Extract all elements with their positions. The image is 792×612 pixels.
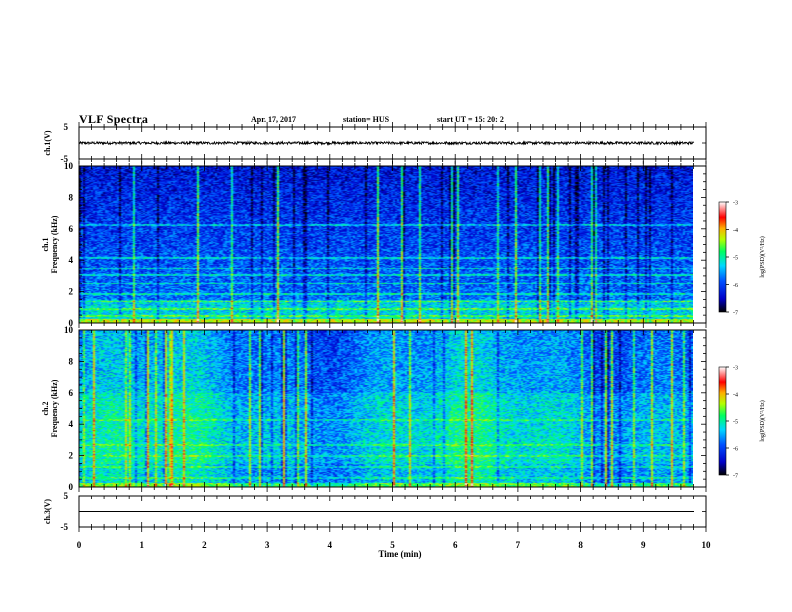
ch1-colorbar-tick-label: -4 [733,228,738,234]
ch1-colorbar-tick-label: -3 [733,201,738,207]
ch1-spec-y-tick-label: 6 [69,224,74,234]
x-tick-label: 5 [390,540,395,550]
x-tick-label: 10 [702,540,712,550]
ch1-spectrogram-image [79,166,693,323]
ch2-colorbar-tick-label: -3 [733,366,738,372]
ch1-spec-channel-label: ch.1 [41,238,50,252]
ch2-colorbar-tick-label: -4 [733,393,738,399]
ch2-colorbar-tick-label: -5 [733,420,738,426]
ch2-spec-y-tick-label: 8 [69,356,74,366]
ch2-spec-y-tick-label: 10 [64,325,74,335]
ch3-wave-y-tick-label: -5 [61,522,69,532]
ch2-spec-y-tick-label: 6 [69,388,74,398]
figure-title: VLF Spectra [79,112,149,126]
ch1-spec-y-axis-label: Frequency (kHz) [50,215,59,273]
station-label: station= HUS [343,115,390,124]
ch2-spec-y-tick-label: 2 [69,451,74,461]
ch1-spec-y-tick-label: 0 [69,318,74,328]
ch1-wave-y-tick-label: -5 [61,154,69,164]
axis-ticks [78,122,729,532]
x-tick-label: 9 [641,540,646,550]
ch1-colorbar-label: log(PSD)(V²/Hz) [759,236,766,277]
x-tick-label: 6 [453,540,458,550]
ch2-colorbar-tick-label: -7 [733,474,738,480]
ch1-colorbar-tick-label: -7 [733,311,738,317]
ch2-spectrogram-image [79,330,693,487]
ch2-spec-channel-label: ch.2 [41,402,50,416]
ch2-colorbar-tick-label: -6 [733,447,738,453]
x-tick-label: 2 [202,540,207,550]
ch1-spec-y-tick-label: 2 [69,287,74,297]
ch1-wave-y-axis-label: ch.1(V) [43,130,52,155]
ch2-spec-y-tick-label: 0 [69,482,74,492]
x-tick-label: 1 [139,540,144,550]
ch2-colorbar [718,366,727,476]
date-label: Apr. 17, 2017 [251,115,297,124]
x-tick-label: 7 [516,540,521,550]
ch1-colorbar-tick-label: -5 [733,256,738,262]
ch2-spec-y-axis-label: Frequency (kHz) [50,379,59,437]
ch1-spec-y-tick-label: 10 [64,161,74,171]
ch1-colorbar [718,201,727,313]
ch1-waveform-trace [78,140,695,146]
ch1-colorbar-tick-label: -6 [733,283,738,289]
ch3-wave-y-tick-label: 5 [64,491,69,501]
ch1-spec-y-tick-label: 8 [69,192,74,202]
x-tick-label: 4 [328,540,333,550]
ch3-wave-y-axis-label: ch.3(V) [43,499,52,524]
start-time-label: start UT = 15: 20: 2 [437,115,504,124]
ch1-wave-y-tick-label: 5 [64,122,69,132]
ch2-spec-y-tick-label: 4 [69,419,74,429]
ch1-spec-y-tick-label: 4 [69,255,74,265]
x-tick-label: 8 [578,540,583,550]
ch2-colorbar-label: log(PSD)(V²/Hz) [759,400,766,441]
x-tick-label: 3 [265,540,270,550]
x-axis-label: Time (min) [378,549,421,559]
x-tick-label: 0 [77,540,82,550]
